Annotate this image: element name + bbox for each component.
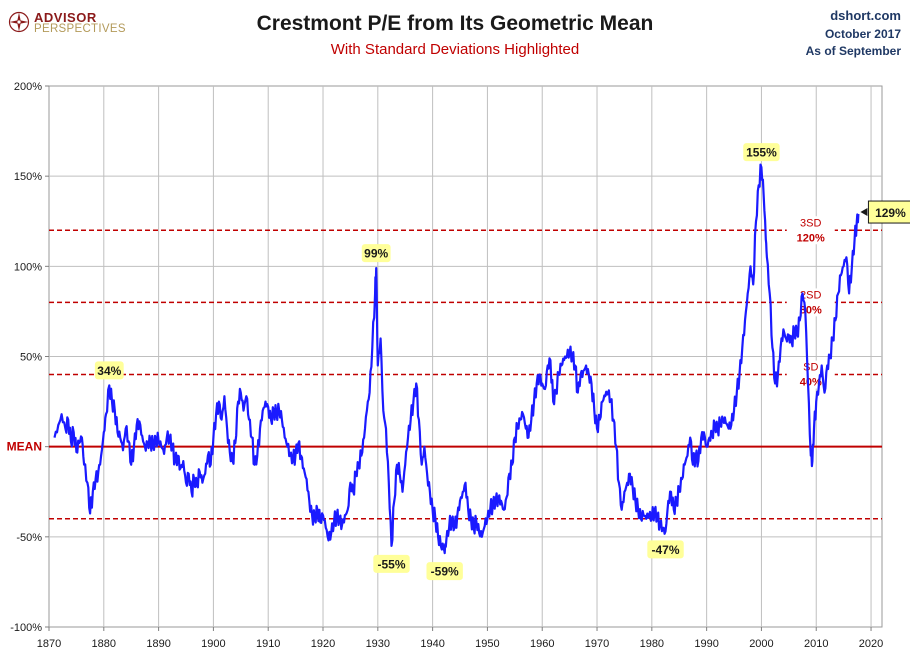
latest-callout-box — [867, 200, 910, 224]
sd-label-name: SD — [803, 362, 818, 374]
sd-label-value: 80% — [800, 304, 822, 316]
axes: 1870 1880 1890 1900 1910 1920 1930 1940 1950 1960… — [7, 81, 884, 650]
annotation-label: -59% — [431, 565, 459, 579]
compass-logo-icon — [8, 11, 30, 33]
annotation-background — [361, 244, 391, 263]
annotation-label: -55% — [378, 557, 406, 571]
logo-text-secondary: PERSPECTIVES — [34, 23, 126, 35]
annotation-label: 99% — [364, 247, 388, 261]
x-tick-label: 1980 — [640, 638, 664, 650]
sd-label-name: 3SD — [800, 217, 821, 229]
x-tick-label: 2010 — [804, 638, 828, 650]
y-tick-label: 150% — [14, 171, 42, 183]
annotation-background — [373, 554, 410, 573]
x-tick-label: 1990 — [694, 638, 718, 650]
chart-title: Crestmont P/E from Its Geometric Mean — [256, 12, 654, 35]
x-tick-label: 2020 — [859, 638, 883, 650]
logo-text-primary: ADVISOR — [34, 10, 97, 25]
annotation-background — [647, 540, 684, 559]
y-tick-label: 200% — [14, 81, 42, 93]
reference-lines: 3SD 120% 2SD 80% SD 40% — [49, 216, 882, 520]
annotations: 34% 99% -55% -59% -47% 155% 129% — [94, 143, 910, 581]
x-tick-label: 1910 — [256, 638, 280, 650]
source-site: dshort.com — [830, 8, 901, 23]
advisor-perspectives-logo: ADVISOR PERSPECTIVES — [8, 9, 138, 35]
x-tick-label: 1930 — [366, 638, 390, 650]
sd-label-value: 120% — [797, 232, 825, 244]
mean-axis-label: MEAN — [7, 440, 42, 454]
x-tick-label: 1960 — [530, 638, 554, 650]
annotation-label: 34% — [97, 364, 121, 378]
x-tick-label: 1880 — [92, 638, 116, 650]
chart-subtitle: With Standard Deviations Highlighted — [330, 41, 580, 58]
sd-label-background — [786, 288, 835, 317]
annotation-background — [94, 361, 124, 380]
x-tick-label: 2000 — [749, 638, 773, 650]
latest-callout-label: 129% — [875, 206, 906, 220]
annotation-background — [426, 562, 463, 581]
source-as-of: As of September — [805, 44, 901, 58]
x-tick-label: 1890 — [146, 638, 170, 650]
annotation-background — [743, 143, 780, 162]
x-tick-label: 1920 — [311, 638, 335, 650]
sd-label-name: 2SD — [800, 289, 821, 301]
y-tick-label: -50% — [16, 532, 42, 544]
x-tick-label: 1870 — [37, 638, 61, 650]
annotation-label: 155% — [746, 146, 777, 160]
sd-label-background — [786, 216, 835, 245]
x-tick-label: 1950 — [475, 638, 499, 650]
latest-arrow-icon — [860, 208, 868, 217]
x-tick-label: 1900 — [201, 638, 225, 650]
series-line — [53, 163, 860, 555]
y-tick-label: 50% — [20, 352, 42, 364]
gridlines — [49, 86, 882, 627]
series-layer — [53, 163, 860, 555]
y-tick-label: 100% — [14, 261, 42, 273]
sd-label-value: 40% — [800, 377, 822, 389]
y-tick-label: -100% — [10, 622, 42, 634]
x-tick-label: 1940 — [420, 638, 444, 650]
annotation-label: -47% — [652, 543, 680, 557]
source-date: October 2017 — [824, 27, 901, 41]
x-tick-label: 1970 — [585, 638, 609, 650]
